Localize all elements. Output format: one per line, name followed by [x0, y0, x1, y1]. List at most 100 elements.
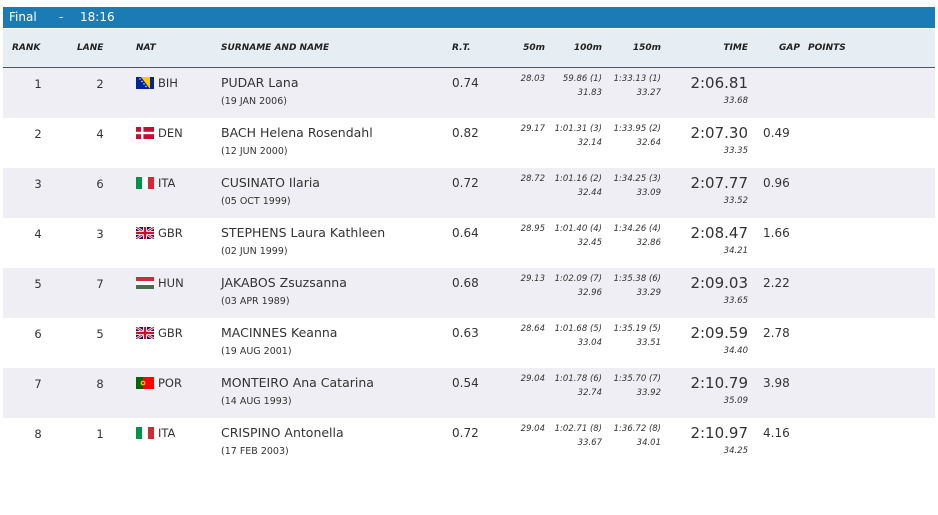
final-lap: 33.68: [723, 96, 748, 106]
reaction-time: 0.63: [452, 326, 479, 340]
lane-cell: 2: [96, 77, 104, 91]
final-time: 2:06.81: [690, 74, 748, 92]
col-100m: 100m: [573, 43, 602, 53]
nat-cell: BIH: [158, 76, 178, 90]
final-lap: 33.52: [723, 196, 748, 206]
lap-100m: 32.14: [577, 138, 602, 148]
nat-cell: HUN: [158, 276, 184, 290]
lane-cell: 4: [96, 127, 104, 141]
split-100m: 1:01.68 (5): [554, 324, 602, 334]
split-50m: 28.72: [520, 174, 545, 184]
split-50m: 28.03: [520, 74, 545, 84]
athlete-dob: (19 AUG 2001): [221, 346, 292, 357]
reaction-time: 0.72: [452, 426, 479, 440]
split-150m: 1:35.70 (7): [613, 374, 661, 384]
final-lap: 33.65: [723, 296, 748, 306]
phase-label: Final: [9, 10, 37, 24]
athlete-dob: (05 OCT 1999): [221, 196, 291, 207]
col-50m: 50m: [523, 43, 545, 53]
gap-cell: 2.78: [763, 326, 790, 340]
table-row: 3 6 ITA CUSINATO Ilaria (05 OCT 1999) 0.72 28.…: [3, 168, 935, 218]
split-100m: 1:02.71 (8): [554, 424, 602, 434]
rank-cell: 3: [34, 177, 42, 191]
split-150m: 1:34.26 (4): [613, 224, 661, 234]
split-100m: 59.86 (1): [562, 74, 602, 84]
final-time: 2:10.97: [690, 424, 748, 442]
ita-flag-icon: [136, 177, 154, 189]
col-time: TIME: [723, 43, 748, 53]
lap-100m: 32.44: [577, 188, 602, 198]
nat-cell: GBR: [158, 226, 183, 240]
col-points: POINTS: [808, 43, 846, 53]
split-150m: 1:33.95 (2): [613, 124, 661, 134]
athlete-name: CRISPINO Antonella: [221, 425, 344, 440]
lap-100m: 32.96: [577, 288, 602, 298]
gbr-flag-icon: [136, 327, 154, 339]
athlete-dob: (14 AUG 1993): [221, 396, 292, 407]
den-flag-icon: [136, 127, 154, 139]
lap-100m: 32.45: [577, 238, 602, 248]
nat-cell: POR: [158, 376, 182, 390]
table-row: 5 7 HUN JAKABOS Zsuzsanna (03 APR 1989) 0.68 2…: [3, 268, 935, 318]
col-lane: LANE: [77, 43, 104, 53]
athlete-dob: (17 FEB 2003): [221, 446, 289, 457]
athlete-dob: (12 JUN 2000): [221, 146, 288, 157]
reaction-time: 0.54: [452, 376, 479, 390]
final-time: 2:07.30: [690, 124, 748, 142]
gbr-flag-icon: [136, 227, 154, 239]
athlete-name: MACINNES Keanna: [221, 325, 338, 340]
lap-100m: 32.74: [577, 388, 602, 398]
split-50m: 29.04: [520, 424, 545, 434]
split-50m: 29.17: [520, 124, 545, 134]
hun-flag-icon: [136, 277, 154, 289]
table-row: 8 1 ITA CRISPINO Antonella (17 FEB 2003) 0.72…: [3, 418, 935, 468]
final-time: 2:09.03: [690, 274, 748, 292]
table-row: 2 4 DEN BACH Helena Rosendahl (12 JUN 2000) 0…: [3, 118, 935, 168]
lap-150m: 32.86: [636, 238, 661, 248]
split-150m: 1:36.72 (8): [613, 424, 661, 434]
split-150m: 1:35.19 (5): [613, 324, 661, 334]
final-time: 2:10.79: [690, 374, 748, 392]
table-row: 6 5 GBR MACINNES Keanna (19 AUG 2001) 0.63 28.…: [3, 318, 935, 368]
gap-cell: 1.66: [763, 226, 790, 240]
table-row: 4 3 GBR STEPHENS Laura Kathleen (02 JUN 1999…: [3, 218, 935, 268]
lane-cell: 7: [96, 277, 104, 291]
rank-cell: 1: [34, 77, 42, 91]
reaction-time: 0.82: [452, 126, 479, 140]
athlete-name: STEPHENS Laura Kathleen: [221, 225, 386, 240]
split-100m: 1:01.31 (3): [554, 124, 602, 134]
final-lap: 34.21: [723, 246, 748, 256]
gap-cell: 0.49: [763, 126, 790, 140]
lap-150m: 33.92: [636, 388, 661, 398]
lap-150m: 33.27: [636, 88, 661, 98]
col-150m: 150m: [632, 43, 661, 53]
rank-cell: 7: [34, 377, 42, 391]
lane-cell: 3: [96, 227, 104, 241]
final-time: 2:07.77: [690, 174, 748, 192]
lap-150m: 33.09: [636, 188, 661, 198]
bih-flag-icon: [136, 77, 154, 89]
split-50m: 28.95: [520, 224, 545, 234]
por-flag-icon: [136, 377, 154, 389]
lane-cell: 1: [96, 427, 104, 441]
nat-cell: ITA: [158, 426, 176, 440]
final-time: 2:09.59: [690, 324, 748, 342]
lap-150m: 33.29: [636, 288, 661, 298]
final-lap: 34.25: [723, 446, 748, 456]
final-time: 2:08.47: [690, 224, 748, 242]
lane-cell: 8: [96, 377, 104, 391]
rank-cell: 2: [34, 127, 42, 141]
split-150m: 1:34.25 (3): [613, 174, 661, 184]
nat-cell: ITA: [158, 176, 176, 190]
athlete-dob: (19 JAN 2006): [221, 96, 287, 107]
final-lap: 34.40: [723, 346, 748, 356]
lap-150m: 32.64: [636, 138, 661, 148]
final-lap: 35.09: [723, 396, 748, 406]
title-separator: -: [59, 10, 64, 24]
ita-flag-icon: [136, 427, 154, 439]
table-row: 7 8 POR MONTEIRO Ana Catarina (14 AUG 1993) 0…: [3, 368, 935, 418]
split-100m: 1:01.78 (6): [554, 374, 602, 384]
col-rt: R.T.: [452, 43, 471, 53]
table-row: 1 2 BIH PUDAR Lana (19 JAN 2006) 0.74 28.03 59.…: [3, 68, 935, 118]
athlete-dob: (03 APR 1989): [221, 296, 290, 307]
